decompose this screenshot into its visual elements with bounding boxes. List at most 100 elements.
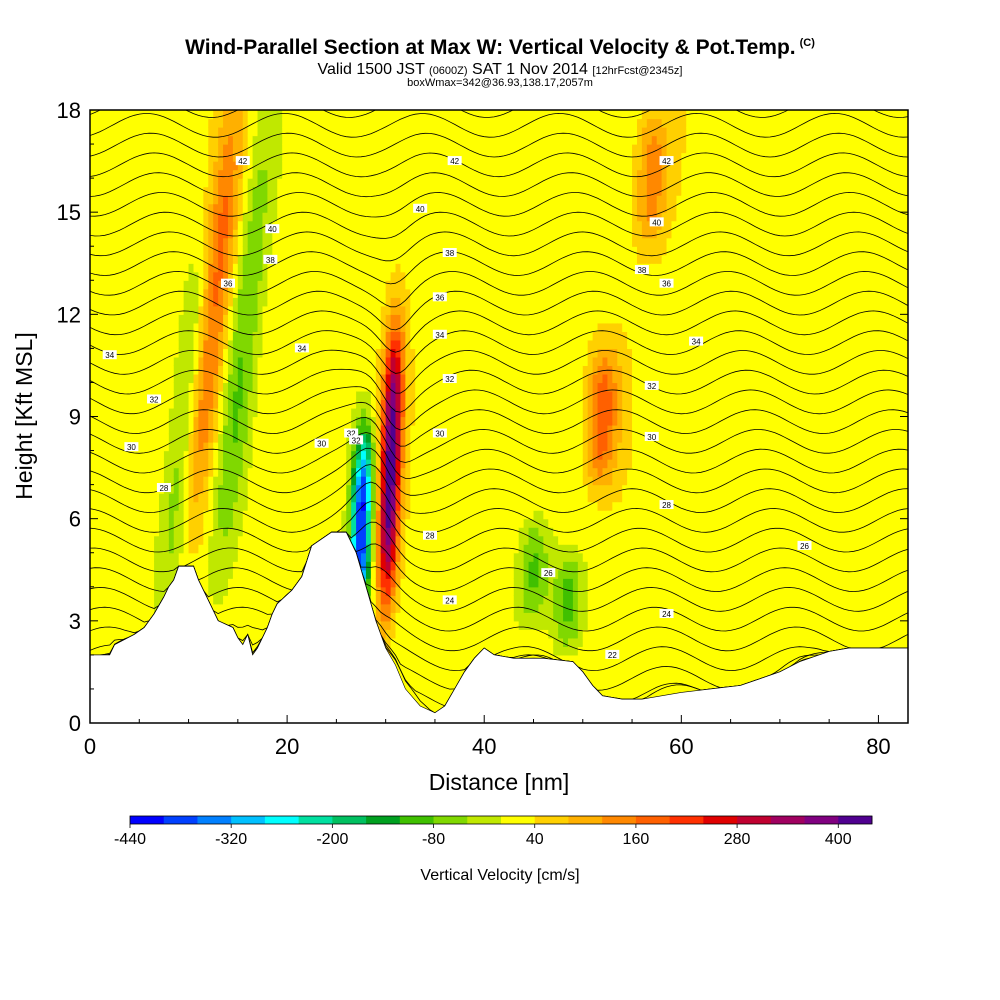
field-cell — [158, 271, 165, 281]
field-cell — [99, 493, 106, 503]
field-cell — [282, 135, 288, 145]
field-cell — [287, 237, 293, 247]
field-cell — [277, 203, 283, 213]
field-cell — [188, 237, 195, 247]
field-cell — [188, 501, 195, 511]
field-cell — [149, 195, 155, 205]
field-cell — [119, 467, 126, 477]
field-cell — [420, 263, 426, 273]
field-cell — [390, 271, 397, 281]
field-cell — [346, 501, 352, 511]
field-cell — [385, 493, 392, 503]
field-cell — [90, 561, 96, 571]
field-cell — [183, 365, 190, 375]
field-cell — [94, 544, 101, 554]
field-cell — [94, 271, 101, 281]
field-cell — [292, 373, 298, 384]
field-cell — [282, 144, 288, 154]
field-cell — [198, 399, 204, 409]
field-cell — [134, 416, 140, 426]
field-cell — [301, 195, 308, 205]
field-cell — [346, 433, 352, 443]
field-cell — [94, 586, 101, 596]
field-cell — [173, 493, 180, 503]
field-cell — [331, 373, 337, 384]
field-cell — [301, 144, 308, 154]
field-cell — [178, 552, 185, 562]
field-cell — [356, 390, 362, 401]
field-cell — [375, 348, 382, 358]
field-cell — [336, 322, 342, 332]
field-cell — [109, 620, 116, 630]
field-cell — [242, 127, 249, 137]
field-cell — [425, 314, 431, 324]
field-cell — [163, 237, 170, 247]
field-cell — [370, 118, 377, 128]
field-cell — [119, 603, 126, 613]
field-cell — [380, 195, 387, 205]
field-cell — [90, 280, 96, 290]
field-cell — [129, 484, 135, 494]
field-cell — [405, 322, 411, 332]
field-cell — [203, 578, 209, 588]
field-cell — [119, 135, 126, 145]
field-cell — [134, 212, 140, 222]
field-cell — [94, 518, 101, 528]
field-cell — [188, 271, 195, 281]
field-cell — [316, 288, 323, 298]
field-cell — [257, 229, 264, 239]
field-cell — [287, 544, 293, 554]
field-cell — [262, 118, 268, 128]
field-cell — [420, 459, 426, 469]
field-cell — [425, 646, 431, 656]
field-cell — [237, 501, 244, 511]
field-cell — [296, 407, 303, 418]
field-cell — [173, 476, 180, 486]
field-cell — [410, 339, 416, 349]
field-cell — [301, 527, 308, 537]
field-cell — [144, 459, 150, 469]
field-cell — [232, 578, 239, 588]
field-cell — [129, 356, 135, 367]
field-cell — [267, 501, 273, 511]
field-cell — [420, 476, 426, 486]
field-cell — [183, 459, 190, 469]
field-cell — [425, 680, 431, 690]
field-cell — [321, 237, 328, 247]
field-cell — [326, 220, 333, 230]
field-cell — [375, 501, 382, 511]
field-cell — [149, 484, 155, 494]
field-cell — [163, 271, 170, 281]
field-cell — [168, 569, 175, 579]
field-cell — [188, 544, 195, 554]
field-cell — [94, 322, 101, 332]
field-cell — [139, 220, 145, 230]
field-cell — [114, 271, 121, 281]
field-cell — [321, 348, 328, 358]
field-cell — [331, 518, 337, 528]
field-cell — [237, 178, 244, 188]
field-cell — [267, 544, 273, 554]
field-cell — [400, 416, 406, 426]
field-cell — [158, 578, 165, 588]
field-cell — [316, 339, 323, 349]
field-cell — [173, 459, 180, 469]
field-cell — [385, 263, 392, 273]
field-cell — [425, 612, 431, 622]
field-cell — [237, 161, 244, 171]
field-cell — [410, 433, 416, 443]
field-cell — [331, 484, 337, 494]
field-cell — [346, 118, 352, 128]
field-cell — [203, 322, 209, 332]
field-cell — [149, 569, 155, 579]
field-cell — [139, 229, 145, 239]
field-cell — [316, 373, 323, 384]
field-cell — [232, 161, 239, 171]
field-cell — [415, 212, 421, 222]
field-cell — [395, 195, 402, 205]
field-cell — [223, 254, 229, 264]
field-cell — [375, 195, 382, 205]
field-cell — [296, 280, 303, 290]
field-cell — [262, 348, 268, 358]
field-cell — [198, 271, 204, 281]
